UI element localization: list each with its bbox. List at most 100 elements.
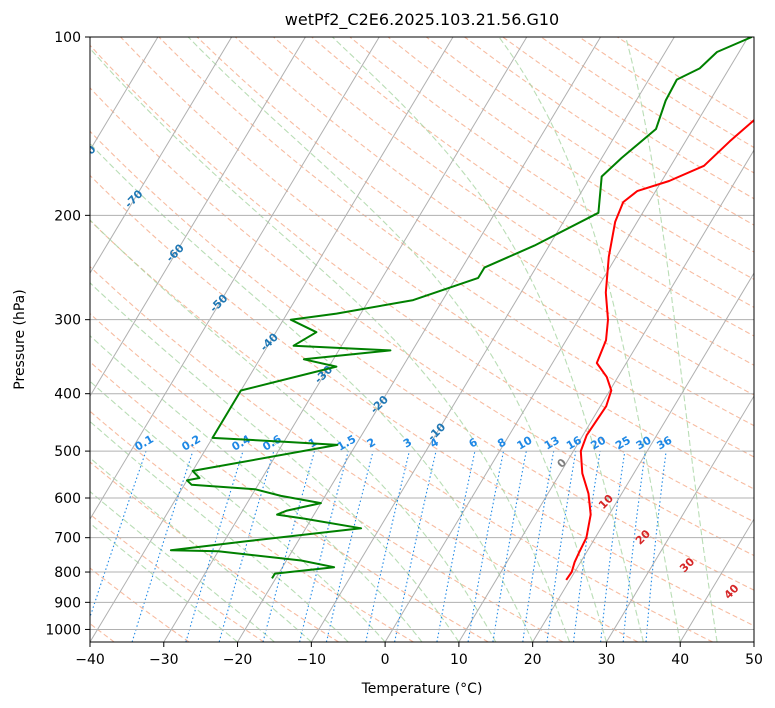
moist-adiabat-line — [90, 219, 497, 642]
isotherm-line — [90, 37, 306, 398]
plot-area: -100-90-80-70-60-50-40-30-20-100.1 0.2 0.4… — [0, 37, 754, 642]
x-axis: −40 −30 −20 −10 0 10 20 30 40 50 — [75, 642, 763, 668]
isotherm-line — [532, 272, 754, 642]
isotherm-label: -70 — [122, 187, 145, 210]
mixing-ratio-label: 0.6 — [260, 432, 284, 453]
mixing-ratio-line — [467, 450, 505, 642]
mixing-ratio-line — [546, 451, 577, 642]
y-tick-label: 500 — [54, 444, 81, 460]
dry-adiabat-line — [617, 37, 754, 124]
chart-title: wetPf2_C2E6.2025.103.21.56.G10 — [284, 10, 560, 29]
y-tick-label: 600 — [54, 491, 81, 507]
dry-adiabat-line — [387, 37, 754, 281]
y-tick-label: 400 — [54, 387, 81, 403]
x-tick-label: 10 — [450, 652, 468, 668]
isotherm-line — [90, 37, 233, 275]
moist-adiabat-line — [90, 47, 571, 642]
moist-adiabat-line — [90, 142, 534, 642]
mixing-ratio-line — [645, 451, 667, 642]
isotherm-label: -60 — [164, 241, 187, 264]
mixing-ratio-line — [185, 450, 244, 642]
x-axis-label: Temperature (°C) — [361, 681, 483, 697]
isotherm-label: -20 — [368, 393, 391, 416]
y-tick-label: 700 — [54, 531, 81, 547]
isotherm-line — [606, 395, 754, 642]
pressure-grid — [90, 37, 754, 630]
x-tick-label: 0 — [381, 652, 390, 668]
mixing-ratio-line — [622, 451, 646, 642]
x-tick-label: 40 — [671, 652, 689, 668]
isotherm-line — [753, 641, 754, 642]
mixing-ratio-label: 10 — [515, 433, 535, 452]
isotherm-line — [0, 37, 10, 642]
mixing-ratio-line — [131, 450, 194, 642]
dry-adiabat-line — [273, 37, 754, 366]
isotherm-label: -90 — [32, 92, 55, 115]
mixing-ratio-label: 3 — [401, 436, 414, 451]
y-tick-label: 200 — [54, 208, 81, 224]
isotherms — [0, 37, 754, 642]
y-axis: 100 200 300 400 500 600 700 800 900 1000 — [45, 30, 90, 638]
temperature-profile-line — [565, 118, 754, 581]
isotherm-line — [90, 37, 159, 152]
mixing-ratio-label: 8 — [495, 436, 508, 451]
dry-adiabat-line — [349, 37, 754, 309]
dry-adiabat-line — [90, 312, 564, 642]
mixing-ratio-line — [325, 450, 374, 642]
x-tick-label: −30 — [149, 652, 179, 668]
dry-adiabat-line — [540, 37, 754, 174]
moist-adiabat-label: 10 — [596, 492, 616, 512]
moist-adiabat-label: 40 — [722, 582, 742, 602]
isotherm-line — [310, 37, 675, 642]
mixing-ratio-line — [218, 450, 275, 642]
isotherm-line — [90, 37, 380, 521]
mixing-ratio-label: 36 — [655, 433, 675, 452]
isotherm-line — [90, 37, 454, 642]
x-tick-label: 30 — [598, 652, 616, 668]
moist-adiabat-label: 0 — [555, 456, 570, 471]
mixing-ratio-label: 20 — [588, 433, 608, 452]
dry-adiabat-line — [311, 37, 754, 337]
x-tick-label: −40 — [75, 652, 105, 668]
isotherm-line — [458, 149, 754, 642]
dry-adiabat-line — [90, 219, 713, 642]
mixing-ratio-lines — [90, 450, 667, 642]
dry-adiabat-line — [90, 265, 639, 642]
moist-adiabat-label: 20 — [633, 527, 653, 547]
dewpoint-profile-line — [169, 37, 753, 579]
y-tick-label: 800 — [54, 565, 81, 581]
moist-adiabats — [90, 37, 718, 642]
moist-adiabat-line — [90, 420, 349, 642]
isotherm-label: -40 — [258, 330, 281, 353]
y-axis-label: Pressure (hPa) — [12, 289, 28, 389]
dry-adiabat-line — [120, 37, 754, 490]
mixing-ratio-line — [394, 450, 437, 642]
mixing-ratio-label: 25 — [613, 434, 633, 453]
mixing-ratio-line — [262, 450, 316, 642]
dry-adiabats — [90, 37, 754, 642]
y-tick-label: 300 — [54, 313, 81, 329]
moist-adiabat-line — [90, 334, 423, 642]
mixing-ratio-label: 1.5 — [335, 433, 358, 454]
isotherm-line — [237, 37, 601, 642]
x-tick-label: −10 — [297, 652, 327, 668]
isotherm-label: -80 — [75, 142, 98, 165]
mixing-ratio-label: 0.4 — [230, 432, 254, 453]
moist-adiabat-line — [90, 282, 460, 642]
mixing-ratio-label: 0.2 — [179, 433, 202, 454]
isotherm-line — [679, 518, 754, 642]
y-tick-label: 100 — [54, 30, 81, 46]
dry-adiabat-line — [90, 361, 489, 642]
moist-adiabat-line — [187, 37, 607, 642]
mixing-ratio-label: 30 — [634, 433, 654, 452]
isotherm-label: -50 — [207, 292, 230, 315]
y-tick-label: 1000 — [45, 622, 81, 638]
mixing-ratio-line — [572, 451, 601, 642]
moist-adiabat-line — [498, 37, 681, 642]
moist-adiabat-line — [90, 522, 238, 642]
moist-adiabat-line — [625, 37, 718, 642]
dry-adiabat-line — [90, 513, 265, 642]
mixing-ratio-line — [365, 450, 410, 642]
